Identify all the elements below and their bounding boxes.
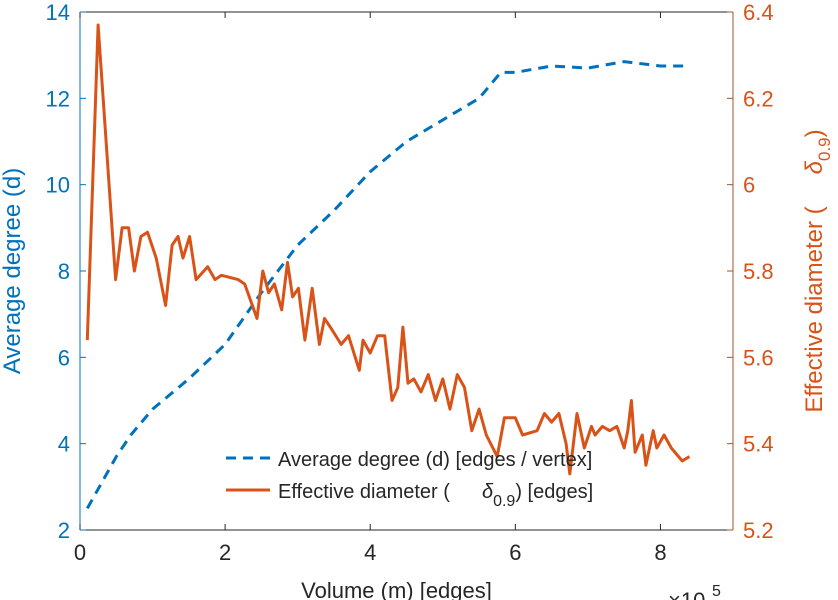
legend-label-pre: Effective diameter ( — [278, 481, 450, 503]
x-axis-label: Volume (m) [edges] — [301, 578, 492, 600]
legend: Average degree (d) [edges / vertex] Effec… — [226, 449, 593, 510]
x-tick-label: 0 — [74, 540, 86, 565]
legend-label-post: ) [edges] — [515, 481, 593, 503]
delta-subscript: 0.9 — [815, 137, 834, 161]
x-tick-label: 2 — [219, 540, 231, 565]
right-y-tick-label: 5.4 — [743, 432, 774, 457]
left-y-tick-label: 8 — [58, 259, 70, 284]
left-y-axis-label: Average degree (d) — [0, 168, 26, 374]
average-degree-line — [85, 60, 690, 510]
right-y-tick-label: 6.2 — [743, 86, 774, 111]
right-y-axis-label-close: ) — [801, 129, 828, 137]
delta-symbol: δ — [801, 160, 828, 174]
right-y-axis-label: Effective diameter ( δ0.9) — [801, 129, 834, 412]
x-tick-label: 6 — [509, 540, 521, 565]
legend-delta-subscript: 0.9 — [493, 493, 515, 510]
legend-label-effective-diameter: Effective diameter ( δ0.9) [edges] — [278, 481, 593, 510]
left-y-tick-label: 2 — [58, 518, 70, 543]
left-y-tick-label: 6 — [58, 345, 70, 370]
x-exponent: ×10 — [668, 588, 705, 600]
x-exponent-power: 5 — [712, 583, 721, 600]
right-y-tick-label: 6 — [743, 173, 755, 198]
right-y-tick-label: 5.6 — [743, 345, 774, 370]
legend-delta-symbol: δ — [482, 481, 494, 503]
effective-diameter-line — [85, 23, 691, 476]
plot-area — [85, 23, 691, 510]
x-tick-label: 8 — [654, 540, 666, 565]
right-y-tick-label: 5.2 — [743, 518, 774, 543]
right-y-axis-label-text: Effective diameter ( — [801, 206, 828, 412]
left-y-tick-label: 4 — [58, 432, 70, 457]
legend-label-average-degree: Average degree (d) [edges / vertex] — [278, 449, 592, 471]
x-tick-label: 4 — [364, 540, 376, 565]
left-y-tick-label: 14 — [46, 0, 70, 25]
left-y-tick-label: 10 — [46, 173, 70, 198]
right-y-tick-label: 5.8 — [743, 259, 774, 284]
right-y-tick-label: 6.4 — [743, 0, 774, 25]
left-y-tick-label: 12 — [46, 86, 70, 111]
